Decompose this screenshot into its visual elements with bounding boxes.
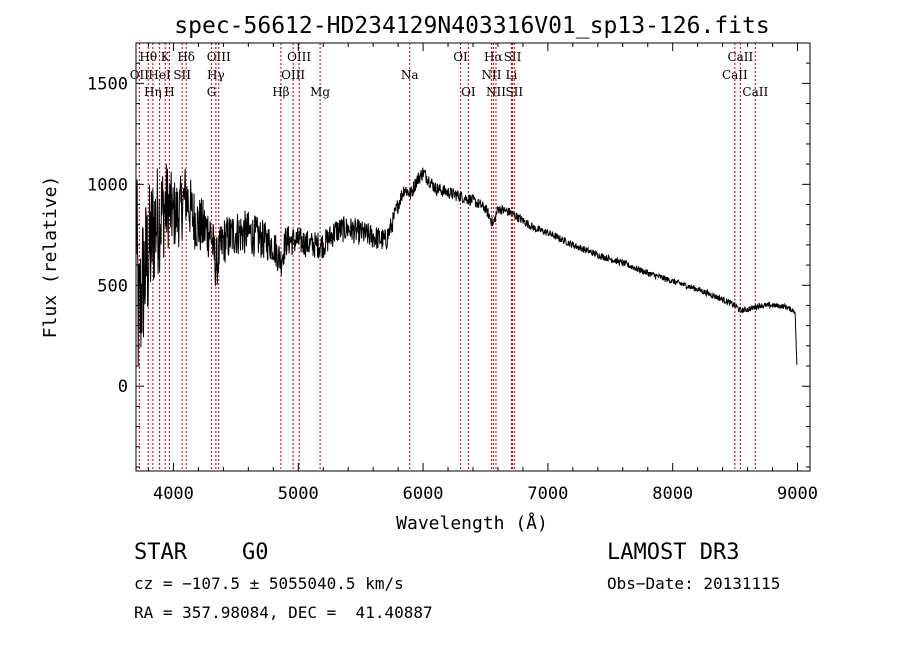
obs-date: Obs−Date: 20131115 [607, 574, 781, 593]
spectrum-line [135, 163, 798, 366]
line-marker-label: Hθ [139, 50, 157, 64]
line-marker-label: OIII [281, 68, 305, 82]
line-marker-label: SII [173, 68, 191, 82]
line-marker-label: CaII [722, 68, 748, 82]
x-axis: 4000 5000 6000 7000 8000 9000 [147, 43, 818, 504]
line-marker-label: Hδ [177, 50, 195, 64]
line-marker-label: HeI [148, 68, 171, 82]
line-marker-label: OIII [207, 50, 231, 64]
line-marker-label: NII [481, 68, 501, 82]
x-axis-label: Wavelength (Å) [396, 512, 548, 534]
line-marker-label: OII [130, 68, 150, 82]
line-marker-label: CaII [742, 85, 768, 99]
line-marker-label: Li [506, 68, 518, 82]
line-marker-label: Hη [144, 85, 162, 99]
line-marker-label: H [164, 85, 174, 99]
coordinates: RA = 357.98084, DEC = 41.40887 [134, 603, 433, 622]
line-marker-label: SII [504, 50, 522, 64]
line-marker-label: Na [401, 68, 419, 82]
redshift-readout: cz = −107.5 ± 5055040.5 km/s [134, 574, 404, 593]
x-tick-label: 4000 [153, 484, 194, 504]
object-class: STAR [134, 540, 187, 565]
y-axis: 0 500 1000 1500 [87, 42, 810, 468]
x-tick-label: 6000 [403, 484, 444, 504]
object-subclass: G0 [242, 540, 269, 565]
x-tick-label: 7000 [527, 484, 568, 504]
y-axis-label: Flux (relative) [40, 176, 61, 339]
spectrum-layer [135, 163, 798, 366]
line-marker-label: G [207, 85, 217, 99]
line-marker-label: NII [486, 85, 506, 99]
line-marker-label: OI [453, 50, 468, 64]
line-marker-label: Mg [310, 85, 330, 99]
y-tick-label: 0 [118, 377, 128, 397]
line-marker-label: Hβ [272, 85, 289, 99]
line-marker-label: Hγ [207, 68, 225, 82]
line-marker-label: CaII [727, 50, 753, 64]
survey-name: LAMOST DR3 [607, 540, 740, 565]
line-marker-label: OIII [287, 50, 311, 64]
line-marker-label: SII [505, 85, 523, 99]
y-tick-label: 500 [97, 276, 128, 296]
plot-frame [135, 42, 811, 472]
y-tick-label: 1500 [87, 74, 128, 94]
line-marker-label: OI [461, 85, 476, 99]
chart-title: spec-56612-HD234129N403316V01_sp13-126.f… [174, 13, 769, 39]
x-tick-label: 8000 [652, 484, 693, 504]
x-tick-label: 5000 [278, 484, 319, 504]
line-marker-label: K [161, 50, 171, 64]
y-tick-label: 1000 [87, 175, 128, 195]
x-tick-label: 9000 [777, 484, 818, 504]
line-marker-label: Hα [484, 50, 503, 64]
